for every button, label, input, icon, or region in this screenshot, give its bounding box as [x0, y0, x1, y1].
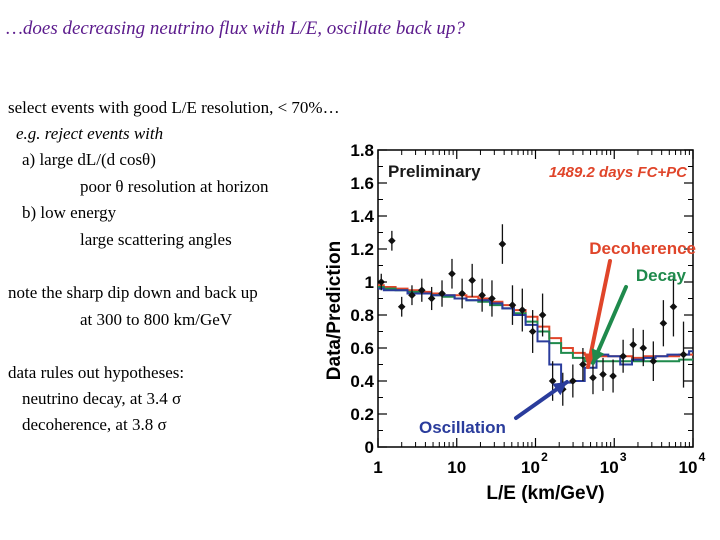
data-point	[579, 360, 587, 369]
x-tick-label: 10	[679, 458, 698, 477]
data-point	[438, 289, 446, 298]
data-point	[569, 377, 577, 385]
y-tick-label: 1.8	[350, 141, 374, 160]
y-tick-label: 1.4	[350, 207, 374, 226]
text-line-7: note the sharp dip down and back up	[8, 283, 258, 302]
data-point	[629, 340, 637, 349]
data-points-layer	[377, 224, 688, 406]
y-tick-label: 0.8	[350, 306, 374, 325]
x-tick-label: 10	[447, 458, 466, 477]
decay-arrow	[591, 285, 628, 365]
x-tick-exponent: 4	[699, 450, 706, 464]
data-point	[508, 301, 517, 309]
data-point	[448, 269, 456, 278]
data-point	[649, 357, 658, 365]
decay-label: Decay	[636, 266, 687, 285]
y-tick-label: 1	[365, 273, 374, 292]
data-point	[388, 236, 396, 245]
data-point	[498, 240, 507, 248]
x-tick-label: 1	[373, 458, 382, 477]
y-tick-label: 1.6	[350, 174, 374, 193]
y-tick-label: 0.2	[350, 405, 374, 424]
x-tick-label: 10	[600, 458, 619, 477]
oscillation-arrow	[514, 380, 569, 420]
data-point	[589, 373, 597, 382]
data-point	[548, 377, 557, 385]
data-point	[408, 291, 416, 299]
data-point	[609, 372, 617, 380]
data-point	[538, 311, 547, 319]
data-point	[458, 289, 466, 298]
x-tick-exponent: 2	[541, 450, 548, 464]
text-line-1: select events with good L/E resolution, …	[8, 98, 340, 117]
text-line-3: a) large dL/(d cosθ)	[22, 150, 156, 169]
data-point	[478, 291, 486, 299]
y-tick-label: 0.4	[350, 372, 374, 391]
slide-title: …does decreasing neutrino flux with L/E,…	[6, 18, 465, 39]
data-point	[659, 319, 668, 328]
x-axis-label: L/E (km/GeV)	[486, 483, 604, 504]
preliminary-label: Preliminary	[388, 162, 481, 181]
text-line-6: large scattering angles	[80, 230, 232, 249]
exposure-label: 1489.2 days FC+PC	[549, 164, 688, 181]
text-line-5: b) low energy	[22, 203, 117, 222]
decay-arrow-head	[591, 348, 605, 363]
y-tick-label: 0	[365, 438, 374, 457]
data-point	[418, 286, 426, 295]
series-layer	[378, 284, 693, 384]
data-point	[488, 294, 496, 303]
text-line-10: neutrino decay, at 3.4 σ	[22, 389, 182, 408]
y-axis-label: Data/Prediction	[324, 241, 345, 380]
data-point	[679, 350, 688, 359]
y-tick-label: 1.2	[350, 240, 374, 259]
x-tick-label: 10	[521, 458, 540, 477]
data-point	[599, 370, 607, 379]
label-layer: L/E (km/GeV) Data/Prediction Preliminary 14…	[324, 162, 696, 504]
data-point	[669, 302, 678, 311]
y-tick-label: 0.6	[350, 339, 374, 358]
decoherence-arrow-shaft	[586, 259, 612, 369]
oscillation-series-line	[378, 287, 693, 384]
data-point	[528, 327, 537, 336]
text-line-8: at 300 to 800 km/GeV	[80, 310, 233, 329]
data-point	[518, 306, 527, 314]
data-point	[468, 276, 476, 285]
x-tick-exponent: 3	[620, 450, 627, 464]
oscillation-label: Oscillation	[419, 418, 506, 437]
text-line-2: e.g. reject events with	[16, 124, 164, 143]
decoherence-label: Decoherence	[589, 239, 696, 258]
text-line-11: decoherence, at 3.8 σ	[22, 415, 167, 434]
oscillation-arrow-head	[552, 382, 567, 396]
decay-arrow-shaft	[591, 285, 628, 365]
data-point	[619, 352, 627, 361]
data-point	[639, 344, 648, 352]
data-point	[397, 302, 406, 311]
text-line-4: poor θ resolution at horizon	[80, 177, 269, 196]
text-line-9: data rules out hypotheses:	[8, 363, 185, 382]
